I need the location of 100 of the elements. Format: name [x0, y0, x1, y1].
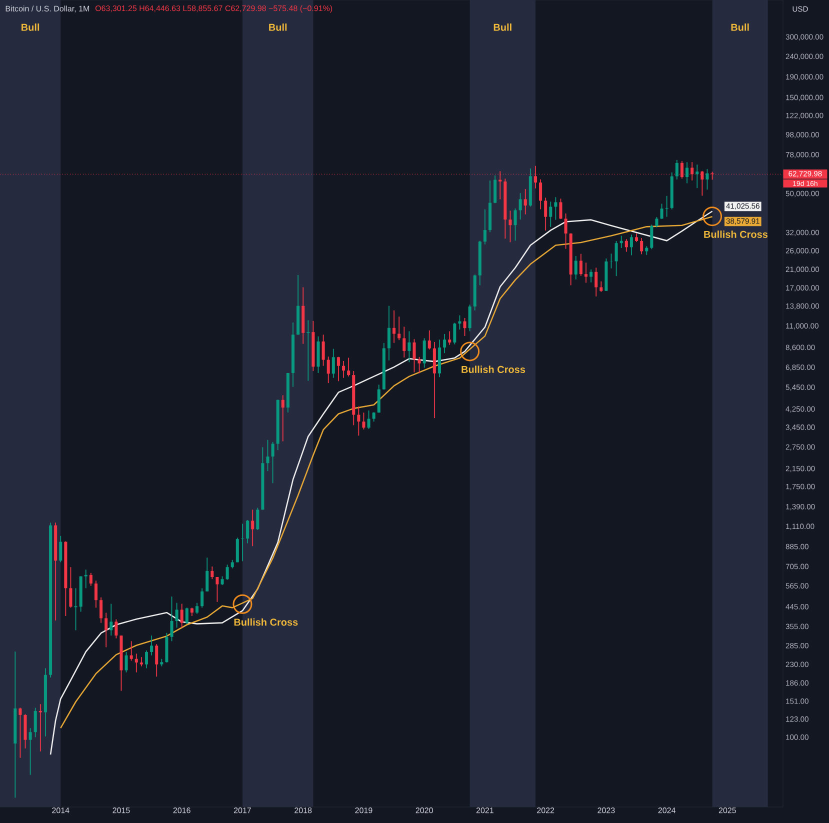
candlestick: [655, 216, 658, 228]
candlestick: [357, 406, 360, 436]
candlestick: [367, 410, 370, 430]
candlestick: [660, 203, 664, 220]
candlestick: [706, 168, 709, 190]
candlestick: [448, 330, 452, 346]
candlestick: [236, 537, 239, 563]
x-tick-label: 2020: [416, 808, 433, 814]
candlestick: [514, 208, 517, 242]
candlestick: [377, 384, 380, 414]
candlestick: [144, 650, 148, 669]
candlestick: [574, 256, 578, 280]
candlestick: [584, 262, 588, 284]
candlestick: [600, 280, 603, 292]
candlestick: [624, 238, 628, 252]
candlestick: [483, 208, 486, 245]
candlestick: [418, 356, 421, 374]
candlestick: [110, 603, 113, 636]
candlestick: [306, 320, 310, 382]
candlestick: [155, 644, 158, 678]
candlestick: [362, 412, 366, 430]
candlestick: [38, 704, 42, 752]
candlestick: [494, 175, 497, 204]
x-tick-label: 2023: [598, 808, 615, 814]
text: Bitcoin / U.S. Dollar, 1M: [6, 6, 90, 12]
band-label: Bull: [22, 24, 40, 31]
x-tick-label: 2017: [234, 808, 251, 814]
candlestick: [590, 268, 593, 283]
candlestick: [256, 507, 260, 530]
candlestick: [372, 412, 376, 422]
band-label: Bull: [269, 24, 287, 31]
candlestick: [175, 602, 178, 628]
candlestick: [594, 267, 598, 297]
candlestick: [508, 210, 512, 243]
candlestick: [251, 509, 254, 547]
candlestick: [271, 442, 274, 484]
candlestick: [322, 334, 325, 366]
candlestick: [453, 322, 456, 345]
candlestick: [332, 348, 335, 378]
x-tick-label: 2019: [355, 808, 372, 814]
x-tick-label: 2014: [52, 808, 70, 814]
candlestick: [140, 656, 143, 667]
candlestick: [387, 305, 390, 361]
x-tick-label: 2022: [537, 808, 554, 814]
candlestick: [59, 535, 62, 563]
candlestick: [134, 653, 138, 673]
candlestick: [240, 523, 244, 562]
candlestick: [206, 557, 209, 592]
annotation: Bullish Cross: [704, 230, 768, 238]
candlestick: [89, 572, 92, 586]
candlestick: [114, 618, 118, 639]
candlestick: [342, 360, 346, 378]
candlestick: [216, 576, 219, 602]
candlestick: [422, 338, 426, 368]
x-tick-label: 2025: [718, 808, 736, 814]
candlestick: [675, 159, 678, 180]
candlestick: [170, 596, 174, 642]
candlestick: [150, 635, 154, 656]
candlestick: [200, 588, 204, 608]
annotation: Bullish Cross: [462, 366, 526, 374]
candlestick: [402, 326, 406, 358]
x-tick-label: 2018: [294, 808, 312, 814]
x-tick-label: 2015: [112, 808, 130, 814]
candlestick: [412, 338, 416, 373]
candlestick: [74, 588, 78, 631]
candlestick: [696, 164, 699, 189]
band-label: Bull: [731, 24, 749, 31]
candlestick: [428, 330, 431, 350]
candlestick: [443, 334, 446, 354]
candlestick: [124, 652, 128, 673]
candlestick: [408, 330, 411, 363]
candlestick: [554, 196, 558, 220]
candlestick: [180, 603, 184, 628]
text: O63,301.25 H64,446.63 L58,855.67 C62,729.98 −575.48 (−0.91%): [95, 5, 332, 13]
candlestick: [347, 357, 350, 377]
candlestick: [686, 162, 689, 184]
candlestick: [266, 439, 270, 472]
candlestick: [650, 224, 654, 250]
candlestick: [246, 520, 250, 544]
candlestick: [336, 356, 340, 382]
x-tick-label: 2021: [476, 808, 494, 814]
candlestick: [614, 240, 618, 277]
candlestick: [100, 596, 103, 624]
candlestick: [69, 566, 72, 608]
candlestick: [518, 192, 522, 220]
candlestick: [524, 188, 527, 215]
candlestick: [539, 178, 542, 210]
candlestick: [468, 304, 472, 332]
candlestick: [34, 707, 37, 738]
candlestick: [326, 356, 330, 384]
candlestick: [94, 580, 98, 608]
candlestick: [185, 607, 188, 624]
candlestick: [196, 602, 199, 614]
candlestick: [549, 201, 552, 228]
band-label: Bull: [494, 24, 512, 31]
candlestick: [226, 564, 229, 580]
candlestick: [18, 707, 22, 758]
candlestick: [392, 310, 396, 344]
candlestick: [28, 728, 32, 776]
candlestick: [210, 566, 214, 580]
